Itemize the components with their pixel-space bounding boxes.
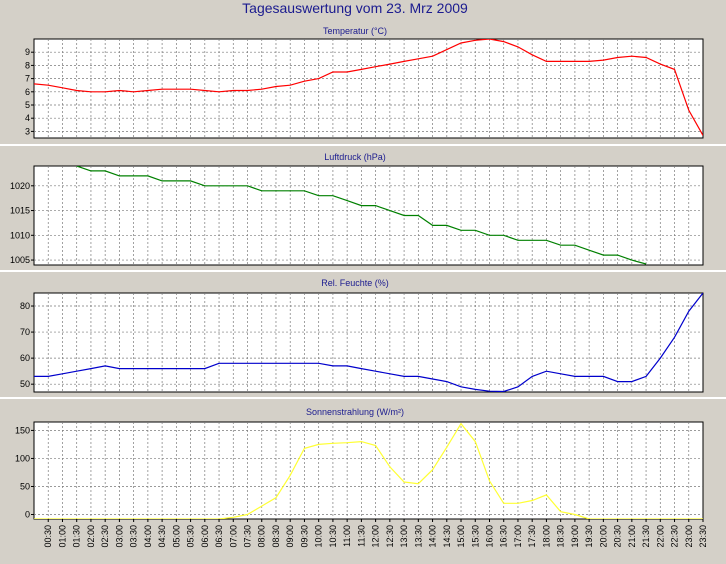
y-tick-label: 150 [15, 425, 30, 435]
x-tick-label: 16:00 [485, 525, 495, 548]
x-tick-label: 05:30 [186, 525, 196, 548]
vertical-gridlines [47, 39, 690, 138]
x-tick-label: 15:30 [470, 525, 480, 548]
x-tick-label: 01:00 [58, 525, 68, 548]
x-tick-label: 07:00 [228, 525, 238, 548]
x-tick-label: 07:30 [243, 525, 253, 548]
x-tick-label: 13:00 [399, 525, 409, 548]
x-tick-label: 23:30 [698, 525, 708, 548]
x-tick-label: 18:00 [541, 525, 551, 548]
x-tick-label: 03:00 [114, 525, 124, 548]
vertical-gridlines [47, 166, 690, 265]
panel-title: Temperatur (°C) [323, 26, 387, 36]
x-tick-label: 14:00 [428, 525, 438, 548]
x-tick-label: 06:30 [214, 525, 224, 548]
x-tick-label: 16:30 [499, 525, 509, 548]
x-tick-label: 12:00 [371, 525, 381, 548]
y-tick-label: 7 [25, 74, 30, 84]
chart-panel-1: Temperatur (°C) 3 4 5 6 7 8 9 [0, 26, 726, 146]
x-tick-label: 09:00 [285, 525, 295, 548]
y-tick-label: 100 [15, 453, 30, 463]
y-tick-label: 0 [25, 510, 30, 520]
chart-panel-4: Sonnenstrahlung (W/m²) 0 50 100 150 [15, 407, 704, 520]
x-tick-label: 21:00 [627, 525, 637, 548]
chart-panels: Temperatur (°C) 3 4 5 6 7 8 9 Luftdruck (hPa) 100… [0, 26, 726, 520]
series-line [34, 293, 703, 392]
x-tick-label: 20:30 [613, 525, 623, 548]
y-tick-label: 1005 [10, 255, 30, 265]
x-tick-label: 13:30 [413, 525, 423, 548]
x-tick-label: 02:00 [86, 525, 96, 548]
y-tick-label: 9 [25, 47, 30, 57]
x-tick-label: 04:30 [157, 525, 167, 548]
series-line [76, 166, 647, 265]
x-tick-label: 08:00 [257, 525, 267, 548]
plot-area [33, 38, 704, 139]
y-tick-label: 70 [20, 327, 30, 337]
x-tick-label: 18:30 [556, 525, 566, 548]
x-tick-label: 11:00 [342, 525, 352, 547]
panel-title: Rel. Feuchte (%) [321, 278, 389, 288]
x-tick-label: 11:30 [356, 525, 366, 547]
x-tick-label: 23:00 [684, 525, 694, 548]
y-tick-label: 1020 [10, 181, 30, 191]
x-tick-label: 05:00 [171, 525, 181, 548]
vertical-gridlines [47, 422, 690, 519]
chart-panel-2: Luftdruck (hPa) 1005 1010 1015 1020 [0, 152, 726, 272]
y-tick-label: 50 [20, 379, 30, 389]
series-line [34, 39, 703, 136]
series-line [34, 422, 703, 519]
x-tick-label: 22:30 [670, 525, 680, 548]
x-tick-label: 19:30 [584, 525, 594, 548]
x-tick-label: 10:30 [328, 525, 338, 548]
x-tick-label: 00:30 [43, 525, 53, 548]
x-tick-label: 06:00 [200, 525, 210, 548]
x-tick-label: 17:30 [527, 525, 537, 548]
x-tick-label: 09:30 [299, 525, 309, 548]
x-tick-label: 02:30 [100, 525, 110, 548]
y-tick-label: 8 [25, 60, 30, 70]
x-tick-label: 17:00 [513, 525, 523, 548]
y-tick-label: 60 [20, 353, 30, 363]
x-tick-label: 22:00 [655, 525, 665, 548]
x-axis-time-labels: 00:30 01:00 01:30 02:00 02:30 03:00 03:30 04:00… [43, 519, 708, 548]
chart-panel-3: Rel. Feuchte (%) 50 60 70 80 [0, 278, 726, 399]
y-tick-label: 1010 [10, 230, 30, 240]
panel-title: Luftdruck (hPa) [324, 152, 386, 162]
panel-title: Sonnenstrahlung (W/m²) [306, 407, 404, 417]
page-title: Tagesauswertung vom 23. Mrz 2009 [242, 0, 468, 16]
y-tick-label: 80 [20, 301, 30, 311]
x-tick-label: 12:30 [385, 525, 395, 548]
x-tick-label: 03:30 [129, 525, 139, 548]
x-tick-label: 19:00 [570, 525, 580, 548]
y-tick-label: 5 [25, 100, 30, 110]
plot-area [33, 292, 704, 393]
x-tick-label: 04:00 [143, 525, 153, 548]
x-tick-label: 10:00 [314, 525, 324, 548]
y-tick-label: 6 [25, 87, 30, 97]
x-tick-label: 20:00 [598, 525, 608, 548]
y-tick-label: 4 [25, 113, 30, 123]
plot-area [33, 165, 704, 266]
y-tick-label: 3 [25, 126, 30, 136]
x-tick-label: 01:30 [72, 525, 82, 548]
y-tick-label: 1015 [10, 206, 30, 216]
x-tick-label: 15:00 [456, 525, 466, 548]
x-tick-label: 08:30 [271, 525, 281, 548]
x-tick-label: 21:30 [641, 525, 651, 548]
x-tick-label: 14:30 [442, 525, 452, 548]
plot-area [33, 421, 704, 520]
vertical-gridlines [47, 293, 690, 392]
y-tick-label: 50 [20, 481, 30, 491]
